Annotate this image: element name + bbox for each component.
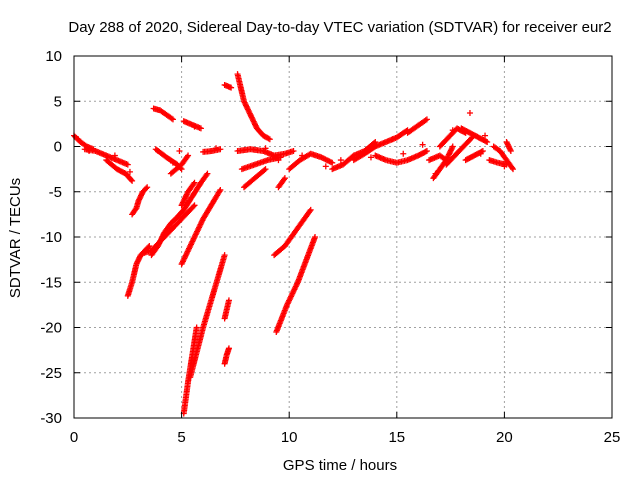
data-point (191, 123, 198, 130)
y-tick-label: 10 (45, 48, 62, 65)
data-point (225, 297, 232, 304)
data-point (128, 176, 135, 183)
data-point (262, 145, 269, 152)
chart-title: Day 288 of 2020, Sidereal Day-to-day VTE… (68, 19, 611, 36)
y-tick-label: -15 (40, 274, 62, 291)
data-point (322, 163, 329, 170)
data-point (265, 135, 272, 142)
y-axis-label: SDTVAR / TECUs (7, 178, 24, 298)
y-tick-label: -10 (40, 229, 62, 246)
data-point (144, 184, 151, 191)
data-point (299, 152, 306, 159)
data-point (86, 148, 93, 155)
data-point (484, 138, 491, 145)
data-point (266, 136, 273, 143)
data-point (176, 148, 183, 155)
data-point (389, 136, 396, 143)
data-point (169, 116, 176, 123)
data-point (228, 84, 235, 91)
data-point (111, 152, 118, 159)
data-point (280, 176, 287, 183)
x-tick-label: 25 (604, 429, 621, 446)
data-point (509, 164, 516, 171)
data-point (221, 252, 228, 259)
grid-lines (74, 56, 612, 418)
data-point (422, 117, 429, 124)
x-axis-label: GPS time / hours (283, 457, 397, 474)
data-point (262, 166, 269, 173)
data-point (477, 150, 484, 157)
data-point (124, 161, 131, 168)
data-point (190, 180, 197, 187)
data-point (184, 153, 191, 160)
data-point (203, 171, 210, 178)
data-point (419, 141, 426, 148)
data-point (261, 167, 268, 174)
axis-ticks: 0 5 10 15 20 25 -30 -25 -20 -15 -10 -5 0 5 10 (40, 48, 620, 446)
data-point (217, 146, 224, 153)
data-point (169, 159, 176, 166)
data-point (143, 185, 150, 192)
data-point (132, 206, 139, 213)
data-point (423, 148, 430, 155)
data-point (312, 234, 319, 240)
data-point (213, 145, 220, 152)
y-tick-label: 5 (54, 93, 62, 110)
data-point (275, 157, 282, 164)
data-point (204, 170, 211, 177)
data-point (507, 148, 514, 155)
y-tick-label: -20 (40, 320, 62, 337)
x-tick-label: 10 (281, 429, 298, 446)
data-point (290, 148, 297, 155)
data-point (191, 202, 198, 209)
data-point (423, 116, 430, 123)
data-point (225, 345, 232, 352)
data-point (468, 135, 475, 142)
x-tick-label: 0 (70, 429, 78, 446)
x-tick-label: 20 (496, 429, 513, 446)
data-point (510, 166, 517, 173)
data-point (185, 152, 192, 159)
data-point (482, 132, 489, 139)
data-point (217, 186, 224, 193)
data-point (190, 203, 197, 210)
data-point (193, 324, 200, 331)
data-point (466, 110, 473, 117)
data-point (327, 159, 334, 166)
data-point (367, 154, 374, 161)
data-point (191, 179, 198, 186)
data-point (75, 136, 82, 143)
data-point (197, 125, 204, 132)
y-tick-label: -5 (49, 184, 62, 201)
data-point (400, 150, 407, 157)
data-point (501, 163, 508, 170)
data-point (129, 177, 136, 184)
data-point (146, 243, 153, 250)
data-point (307, 206, 314, 213)
data-point (154, 148, 161, 155)
data-point (329, 159, 336, 166)
y-tick-label: -25 (40, 365, 62, 382)
x-tick-label: 15 (388, 429, 405, 446)
data-point (281, 175, 288, 182)
data-point (168, 115, 175, 122)
y-tick-label: 0 (54, 139, 62, 156)
y-tick-label: -30 (40, 410, 62, 427)
data-point (432, 170, 439, 177)
data-points (71, 71, 517, 417)
data-point (449, 127, 456, 134)
data-point (449, 143, 456, 150)
x-tick-label: 5 (177, 429, 185, 446)
data-point (306, 208, 313, 215)
data-point (126, 168, 133, 175)
data-point (337, 157, 344, 164)
